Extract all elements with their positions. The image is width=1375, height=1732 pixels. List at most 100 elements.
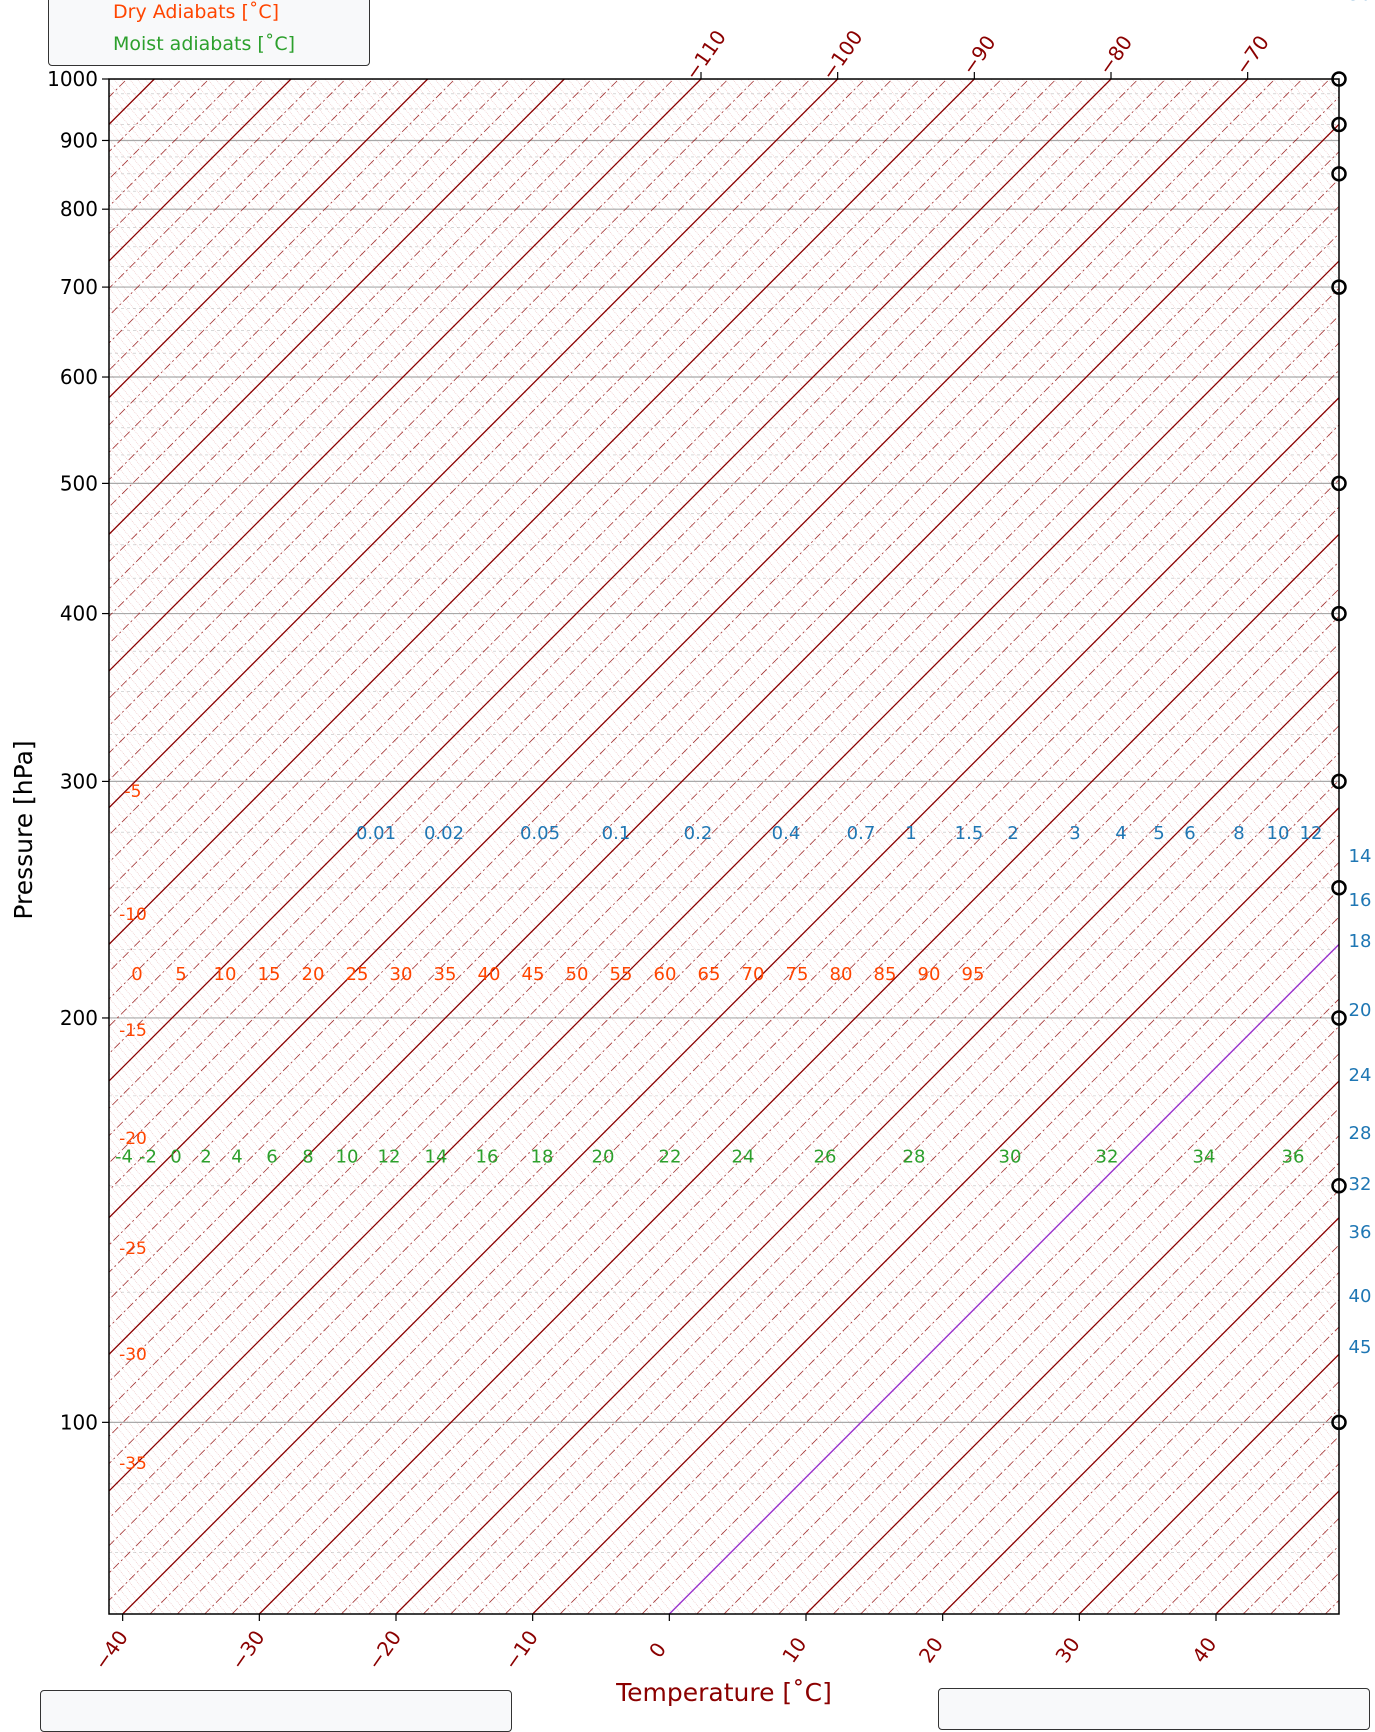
mixing-ratio-label: 32 — [1349, 1174, 1372, 1195]
dry-adiabat-label: 0 — [131, 964, 142, 985]
dry-adiabat-label: 85 — [874, 964, 897, 985]
isotherm-minor-line — [109, 79, 1330, 1301]
dry-adiabat-label: 20 — [302, 964, 325, 985]
dry-adiabat-label: -15 — [119, 1021, 147, 1041]
plot-frame — [108, 78, 1340, 1615]
y-tick-label: 800 — [60, 197, 98, 221]
mixing-ratio-label: 0.01 — [356, 823, 396, 844]
isotherm-minor-line — [109, 79, 647, 617]
isotherm-line — [109, 79, 839, 809]
isotherm-minor-line — [109, 79, 592, 563]
moist-adiabat-label: 24 — [732, 1146, 755, 1167]
mixing-ratio-label: 3 — [1069, 823, 1080, 844]
isotherm-minor-line — [109, 79, 1276, 1246]
moist-adiabat-label: 12 — [378, 1146, 401, 1167]
isotherm-line — [532, 806, 1339, 1614]
dry-adiabat-label: 10 — [214, 964, 237, 985]
dry-adiabat-label: -35 — [119, 1454, 147, 1474]
isotherm-minor-line — [109, 79, 510, 481]
mixing-ratio-label: 2 — [1007, 823, 1018, 844]
mixing-ratio-label: 4 — [1115, 823, 1126, 844]
moist-adiabat-label: 10 — [336, 1146, 359, 1167]
x-tick-label: 10 — [777, 1633, 811, 1668]
moist-adiabat-label: 22 — [659, 1146, 682, 1167]
top-tick-label: −70 — [1230, 31, 1274, 79]
isotherm-minor-line — [109, 205, 1339, 1437]
mixing-ratio-label: 6 — [1184, 823, 1195, 844]
isotherm-line — [109, 79, 975, 946]
x-tick-label: −40 — [89, 1626, 133, 1674]
top-tick-label: −110 — [680, 26, 731, 85]
isotherm-minor-line — [109, 79, 483, 453]
isotherm-minor-line — [109, 79, 1084, 1055]
moist-adiabat-labels: -4 -2 0 2 4 6 8 10 12 14 16 18 20 22 24 26 28 30 32 34 36 — [115, 1146, 1304, 1167]
dry-adiabat-label: 90 — [918, 964, 941, 985]
moist-adiabat-label: 18 — [531, 1146, 554, 1167]
moist-adiabat-label: 16 — [476, 1146, 499, 1167]
isotherm-minor-line — [109, 79, 1166, 1137]
dry-adiabat-label: 30 — [390, 964, 413, 985]
moist-adiabat-label: -4 — [115, 1146, 133, 1167]
mixing-ratio-label: 28 — [1349, 1123, 1372, 1144]
isotherm-line — [109, 79, 1249, 1219]
isotherm-minor-line — [109, 79, 866, 836]
isotherm-line — [109, 260, 1339, 1492]
pressure-grid — [109, 79, 1339, 1553]
legend: Dry Adiabats [˚C] Moist adiabats [˚C] — [48, 0, 370, 66]
dry-adiabat-label: 50 — [566, 964, 589, 985]
mixing-ratio-label: 50 — [1349, 0, 1372, 5]
legend-entry-moist-adiabats: Moist adiabats [˚C] — [113, 33, 295, 55]
isotherm-line — [122, 396, 1339, 1614]
mixing-ratio-label: 5 — [1153, 823, 1164, 844]
dry-adiabat-label: -20 — [119, 1129, 147, 1149]
isotherm-minor-line — [109, 178, 1339, 1410]
legend-entry-dry-adiabats: Dry Adiabats [˚C] — [113, 1, 280, 23]
dry-adiabat-label: 35 — [434, 964, 457, 985]
moist-adiabat-label: 20 — [592, 1146, 615, 1167]
y-tick-label: 300 — [60, 769, 98, 793]
isotherm-line — [1078, 1353, 1339, 1614]
isotherm-minor-line — [109, 79, 1057, 1027]
x-tick-label: 0 — [644, 1638, 671, 1662]
isotherm-minor-line — [109, 287, 1339, 1519]
dry-adiabat-label: 60 — [654, 964, 677, 985]
mixing-ratio-label: 0.4 — [772, 823, 801, 844]
zero-isotherm-line — [668, 943, 1339, 1614]
dry-adiabat-label: 75 — [786, 964, 809, 985]
mixing-ratio-label: 20 — [1349, 1000, 1372, 1021]
dry-adiabat-label: 95 — [962, 964, 985, 985]
moist-adiabat-label: 28 — [903, 1146, 926, 1167]
isotherm-minor-line — [109, 79, 756, 727]
isotherm-minor-line — [109, 233, 1339, 1465]
moist-adiabat-label: 2 — [200, 1146, 211, 1167]
isotherm-minor-line — [109, 79, 729, 699]
mixing-ratio-label: 40 — [1349, 1286, 1372, 1307]
mixing-ratio-label: 36 — [1349, 1222, 1372, 1243]
x-tick-label: 20 — [914, 1633, 948, 1668]
dry-adiabat-label: 80 — [830, 964, 853, 985]
mixing-ratio-label: 18 — [1349, 931, 1372, 952]
isotherm-line — [109, 79, 1112, 1082]
moist-adiabat-label: 4 — [231, 1146, 242, 1167]
dry-adiabat-label: -5 — [125, 782, 142, 802]
isotherm-minor-line — [109, 79, 1002, 973]
bottom-right-box — [938, 1688, 1370, 1730]
y-tick-label: 700 — [60, 275, 98, 299]
isotherm-minor-line — [109, 79, 456, 426]
isotherm-minor-line — [109, 79, 1221, 1191]
isotherm-line — [109, 79, 565, 536]
bottom-left-box — [40, 1690, 512, 1732]
top-tick-label: −60 — [1367, 31, 1375, 79]
y-tick-label: 100 — [60, 1410, 98, 1434]
dry-adiabat-label: 25 — [346, 964, 369, 985]
mixing-ratio-label: 12 — [1300, 823, 1323, 844]
isotherm-line — [395, 670, 1339, 1614]
dry-adiabat-label: 70 — [742, 964, 765, 985]
isotherm-minor-line — [109, 79, 893, 863]
isotherm-minor-line — [109, 79, 374, 344]
isotherm-minor-line — [109, 79, 1303, 1273]
top-tick-label: −100 — [816, 26, 867, 85]
isotherm-minor-line — [109, 79, 1030, 1000]
y-tick-label: 200 — [60, 1006, 98, 1030]
